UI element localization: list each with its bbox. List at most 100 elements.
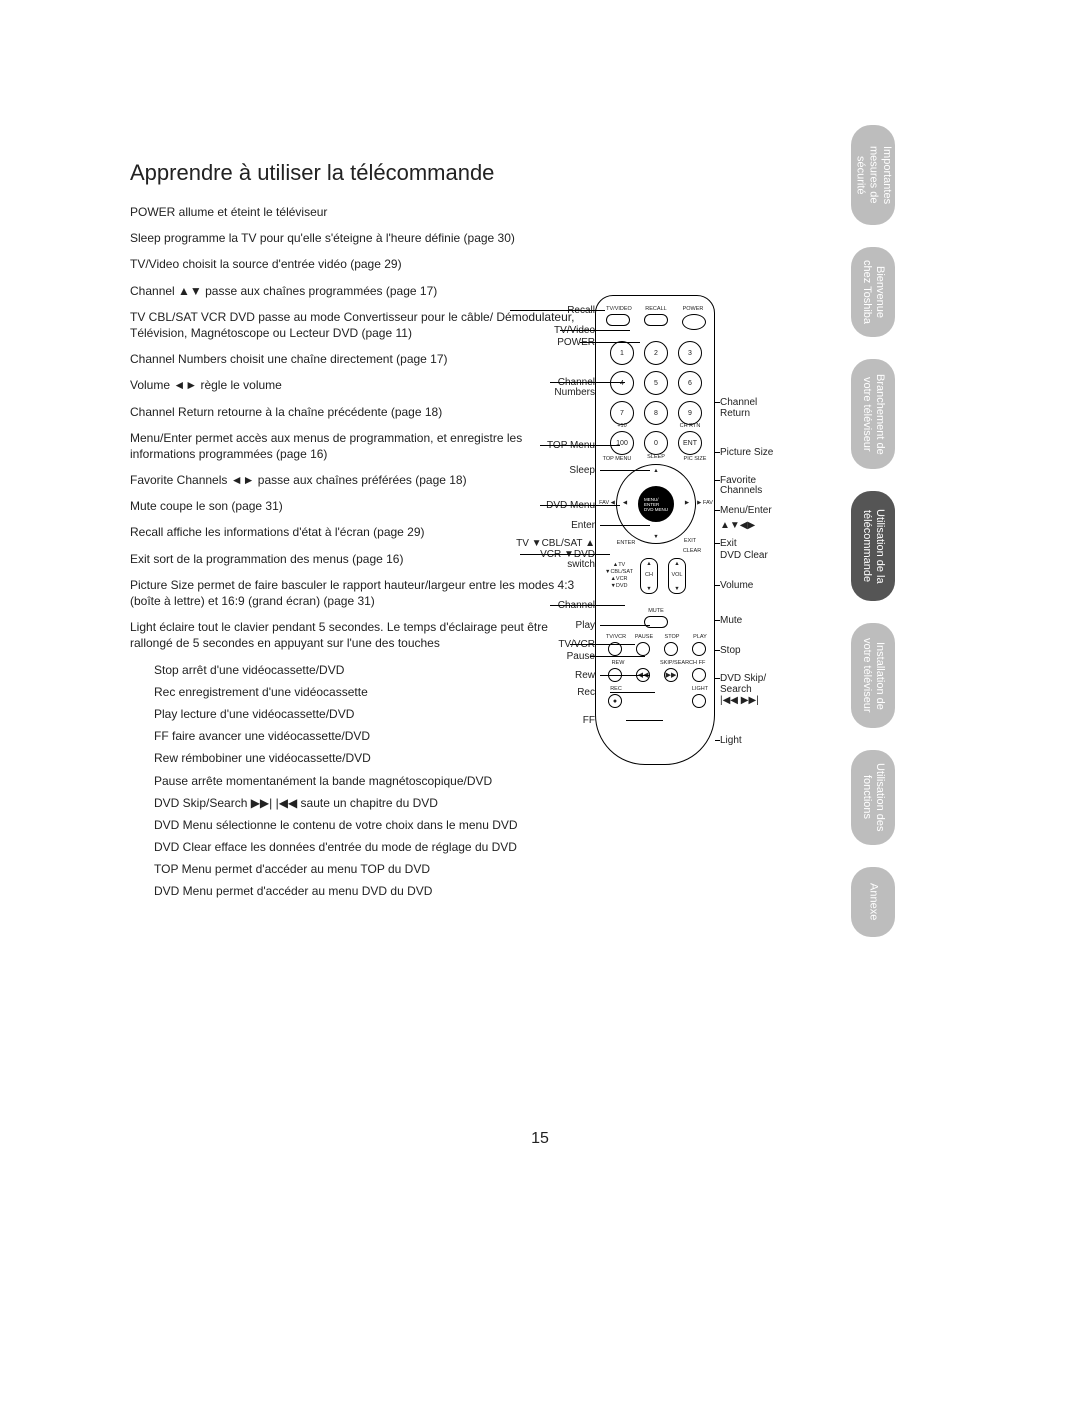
- leader-line: [715, 543, 720, 544]
- leader-line: [600, 525, 650, 526]
- description-line: Channel Return retourne à la chaîne préc…: [130, 404, 590, 420]
- leader-line: [550, 605, 625, 606]
- remote-label: CH: [640, 572, 658, 578]
- remote-label: VOL: [668, 572, 686, 578]
- description-line: TV/Video choisit la source d'entrée vidé…: [130, 256, 590, 272]
- leader-line: [540, 445, 620, 446]
- remote-label: ▼: [644, 586, 654, 592]
- nav-tab[interactable]: Branchement de votre téléviseur: [851, 359, 895, 469]
- callout-label-right: Return: [720, 408, 750, 419]
- sub-description-line: DVD Menu sélectionne le contenu de votre…: [154, 817, 594, 833]
- remote-label: ▲TV: [602, 562, 636, 568]
- leader-line: [600, 675, 650, 676]
- remote-button: [606, 314, 630, 326]
- callout-label-right: |◀◀ ▶▶|: [720, 695, 759, 706]
- leader-line: [715, 678, 720, 679]
- leader-line: [715, 510, 720, 511]
- leader-line: [540, 505, 620, 506]
- remote-label: SKIP/SEARCH: [660, 660, 688, 666]
- callout-label-left: Pause: [490, 651, 595, 662]
- nav-tab[interactable]: Utilisation de la télécommande: [851, 491, 895, 601]
- remote-button: 6: [678, 371, 702, 395]
- callout-label-left: Rew: [490, 670, 595, 681]
- page-title: Apprendre à utiliser la télécommande: [130, 160, 790, 186]
- remote-label: FF: [688, 660, 716, 666]
- leader-line: [715, 740, 720, 741]
- remote-label: ▶: [682, 500, 692, 506]
- nav-tab[interactable]: Annexe: [851, 867, 895, 937]
- leader-line: [715, 402, 720, 403]
- callout-label-left: Sleep: [490, 465, 595, 476]
- remote-label: ▼CBL/SAT: [602, 569, 636, 575]
- leader-line: [715, 650, 720, 651]
- remote-button: 4: [610, 371, 634, 395]
- remote-label: ▼: [672, 586, 682, 592]
- remote-label: ▼: [646, 534, 666, 540]
- remote-label: ◀: [620, 500, 630, 506]
- leader-line: [626, 720, 663, 721]
- leader-line: [550, 382, 625, 383]
- remote-label: ▼DVD: [602, 583, 636, 589]
- remote-button: [692, 668, 706, 682]
- callout-label-right: DVD Clear: [720, 550, 768, 561]
- side-tabs: Importantes mesures de sécurité Bienvenue…: [851, 125, 895, 937]
- description-line: Sleep programme la TV pour qu'elle s'éte…: [130, 230, 590, 246]
- leader-line: [715, 452, 720, 453]
- remote-button: [644, 616, 668, 628]
- remote-button: MENU/ ENTER DVD MENU: [638, 486, 674, 522]
- remote-outline: TV/VIDEORECALLPOWER123456789+101000CH RT…: [595, 295, 715, 765]
- remote-button: 0: [644, 431, 668, 455]
- remote-button: 100: [610, 431, 634, 455]
- remote-label: SLEEP: [641, 454, 671, 460]
- nav-tab[interactable]: Utilisation des fonctions: [851, 750, 895, 845]
- callout-label-right: Mute: [720, 615, 742, 626]
- remote-label: ▶ FAV: [696, 500, 714, 506]
- callout-label-right: Light: [720, 735, 742, 746]
- remote-button: [636, 642, 650, 656]
- leader-line: [590, 656, 645, 657]
- remote-button: ENT: [678, 431, 702, 455]
- remote-label: ▲: [644, 561, 654, 567]
- remote-label: ENTER: [614, 540, 638, 546]
- nav-tab[interactable]: Bienvenue chez Toshiba: [851, 247, 895, 337]
- remote-button: 3: [678, 341, 702, 365]
- sub-description-line: DVD Menu permet d'accéder au menu DVD du…: [154, 883, 594, 899]
- remote-label: TV/VCR: [604, 634, 628, 640]
- description-line: POWER allume et éteint le téléviseur: [130, 204, 590, 220]
- leader-line: [510, 310, 605, 311]
- remote-button: 7: [610, 401, 634, 425]
- remote-label: ▲: [646, 468, 666, 474]
- remote-label: PIC SIZE: [680, 456, 710, 462]
- callout-label-right: Channel: [720, 397, 757, 408]
- remote-button: 2: [644, 341, 668, 365]
- remote-label: RECALL: [641, 306, 671, 312]
- remote-label: CH RTN: [676, 423, 704, 429]
- callout-label-right: Picture Size: [720, 447, 773, 458]
- callout-label-right: ▲▼◀▶: [720, 520, 755, 531]
- callout-label-left: switch: [490, 559, 595, 570]
- sub-description-line: DVD Skip/Search ▶▶| |◀◀ saute un chapitr…: [154, 795, 594, 811]
- remote-label: ▲VCR: [602, 576, 636, 582]
- remote-button: [692, 694, 706, 708]
- remote-label: POWER: [678, 306, 708, 312]
- remote-button: ▶▶: [664, 668, 678, 682]
- callout-label-right: Exit: [720, 538, 737, 549]
- leader-line: [580, 342, 640, 343]
- callout-label-left: Rec: [490, 687, 595, 698]
- remote-button: 9: [678, 401, 702, 425]
- leader-line: [560, 330, 630, 331]
- nav-tab[interactable]: Installation de votre téléviseur: [851, 623, 895, 728]
- sub-description-line: Pause arrête momentanément la bande magn…: [154, 773, 594, 789]
- sub-description-line: Rew rémbobiner une vidéocassette/DVD: [154, 750, 594, 766]
- nav-tab[interactable]: Importantes mesures de sécurité: [851, 125, 895, 225]
- remote-label: TV/VIDEO: [604, 306, 634, 312]
- leader-line: [520, 554, 610, 555]
- remote-label: ▲: [672, 561, 682, 567]
- callout-label-right: Stop: [720, 645, 741, 656]
- remote-label: MUTE: [644, 608, 668, 614]
- leader-line: [715, 585, 720, 586]
- description-line: Channel ▲▼ passe aux chaînes programmées…: [130, 283, 590, 299]
- page-number: 15: [0, 1130, 1080, 1148]
- remote-label: REW: [604, 660, 632, 666]
- leader-line: [715, 480, 720, 481]
